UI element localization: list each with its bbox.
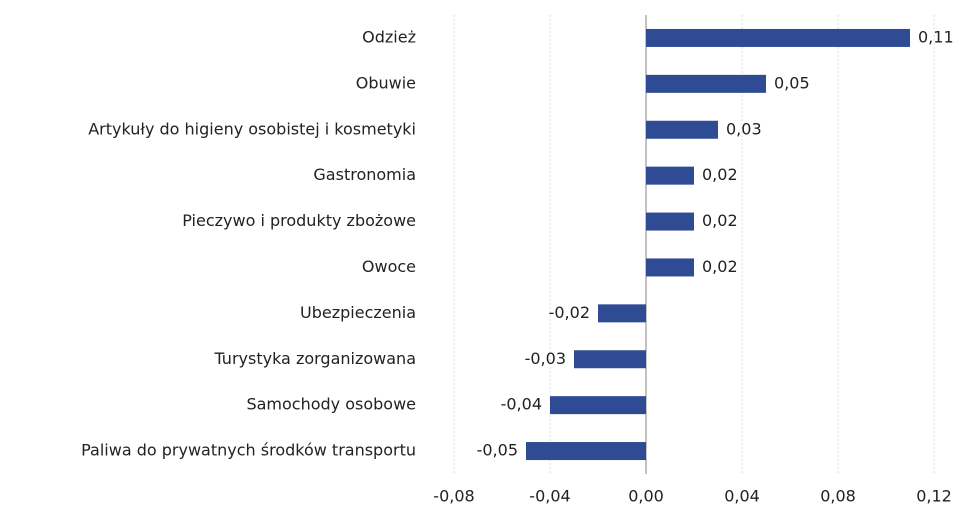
category-label: Artykuły do higieny osobistej i kosmetyk… xyxy=(88,119,416,138)
bar xyxy=(646,74,766,93)
value-label: -0,04 xyxy=(501,395,542,414)
value-label: 0,02 xyxy=(702,257,738,276)
bar xyxy=(574,350,646,369)
value-label: 0,02 xyxy=(702,165,738,184)
x-tick-label: 0,08 xyxy=(820,487,856,506)
value-label: -0,05 xyxy=(477,441,518,460)
value-label: 0,02 xyxy=(702,211,738,230)
bar xyxy=(526,442,646,461)
bar xyxy=(646,258,694,277)
category-label: Owoce xyxy=(362,257,416,276)
category-label: Turystyka zorganizowana xyxy=(213,349,416,368)
x-tick-label: 0,04 xyxy=(724,487,760,506)
category-label: Pieczywo i produkty zbożowe xyxy=(182,211,416,230)
category-label: Gastronomia xyxy=(313,165,416,184)
bar xyxy=(598,304,646,323)
category-label: Samochody osobowe xyxy=(246,395,416,414)
bar xyxy=(646,120,718,139)
x-tick-label: -0,04 xyxy=(529,487,570,506)
value-label: 0,11 xyxy=(918,27,954,46)
bar xyxy=(646,28,910,47)
category-label: Ubezpieczenia xyxy=(300,303,416,322)
value-label: -0,03 xyxy=(525,349,566,368)
category-label: Paliwa do prywatnych środków transportu xyxy=(81,441,416,460)
category-label: Obuwie xyxy=(356,73,416,92)
value-label: -0,02 xyxy=(549,303,590,322)
x-tick-label: 0,12 xyxy=(916,487,952,506)
value-label: 0,05 xyxy=(774,73,810,92)
value-label: 0,03 xyxy=(726,119,762,138)
bar xyxy=(646,212,694,231)
bar xyxy=(646,166,694,185)
x-tick-label: 0,00 xyxy=(628,487,664,506)
category-label: Odzież xyxy=(362,27,416,46)
x-tick-label: -0,08 xyxy=(433,487,474,506)
bar xyxy=(550,396,646,415)
